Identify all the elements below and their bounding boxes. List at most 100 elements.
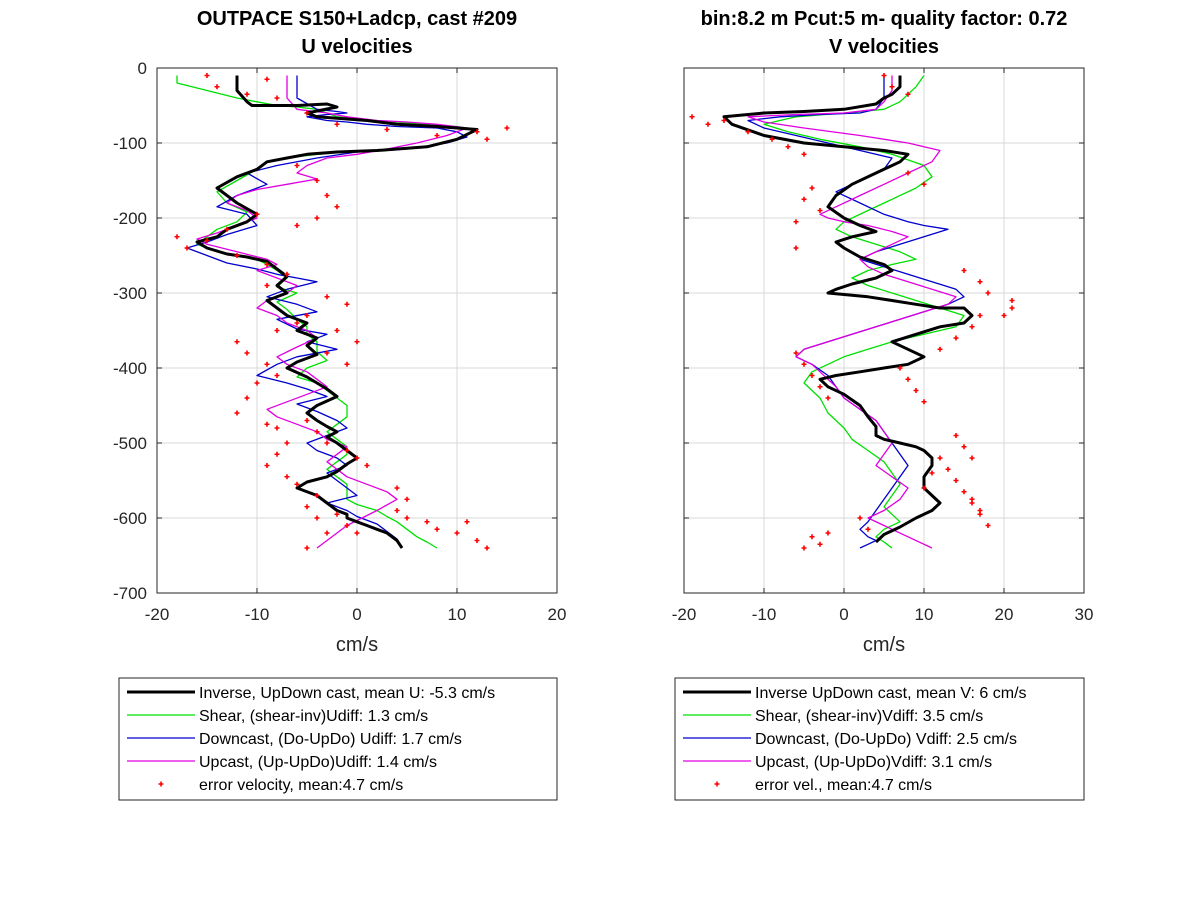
u-error-point — [354, 339, 360, 345]
v-error-point — [809, 534, 815, 540]
u-error-point — [274, 373, 280, 378]
u-legend-label: Inverse, UpDown cast, mean U: -5.3 cm/s — [199, 685, 495, 702]
right-title-line2: V velocities — [829, 36, 939, 58]
v-error-point — [937, 346, 943, 352]
v-error-point — [801, 361, 807, 367]
v-legend-label: Upcast, (Up-UpDo)Vdiff: 3.1 cm/s — [755, 754, 992, 771]
v-error-point — [817, 384, 823, 390]
u-error-point — [384, 127, 390, 132]
v-error-point — [929, 470, 935, 476]
u-error-point — [354, 530, 360, 536]
v-shear-line — [763, 75, 965, 549]
v-error-point — [905, 376, 911, 382]
u-y-tick-label: -200 — [113, 209, 147, 228]
u-legend-entry-downcast: Downcast, (Do-UpDo) Udiff: 1.7 cm/s — [127, 731, 462, 748]
u-error-point — [324, 193, 330, 198]
u-error-point — [204, 238, 210, 243]
u-error-point — [314, 178, 320, 183]
u-error-point — [344, 361, 350, 367]
v-velocity-plot: -20 -10 0 10 20 30 cm/s — [672, 67, 1094, 656]
v-legend-entry-upcast: Upcast, (Up-UpDo)Vdiff: 3.1 cm/s — [683, 754, 992, 771]
u-error-point — [244, 350, 250, 356]
u-x-tick-label: 10 — [448, 605, 467, 624]
v-upcast-line — [747, 75, 957, 549]
u-error-point — [274, 95, 280, 101]
u-x-tick-label: 0 — [352, 605, 361, 624]
u-inverse-line — [195, 75, 479, 549]
u-error-point — [394, 508, 400, 513]
v-error-point — [705, 121, 711, 127]
v-legend-label: error vel., mean:4.7 cm/s — [755, 777, 932, 794]
right-title-line1: bin:8.2 m Pcut:5 m- quality factor: 0.72 — [701, 8, 1068, 30]
u-error-point — [304, 418, 310, 423]
u-error-point — [284, 440, 290, 446]
v-error-point — [785, 144, 791, 150]
u-error-point — [234, 339, 240, 345]
v-error-point — [825, 395, 831, 401]
v-error-point — [857, 515, 863, 521]
v-plot-area — [689, 73, 1015, 551]
u-error-point — [304, 110, 310, 116]
v-error-point — [793, 350, 799, 356]
u-error-point — [484, 545, 490, 551]
v-ticks: -20 -10 0 10 20 30 — [672, 67, 1094, 624]
u-y-tick-label: -400 — [113, 359, 147, 378]
v-error-point — [905, 170, 911, 176]
v-error-point — [977, 313, 983, 318]
v-error-point — [801, 151, 807, 157]
v-error-point — [977, 511, 983, 517]
u-y-tick-label: -700 — [113, 584, 147, 603]
v-error-point — [937, 455, 943, 461]
v-error-point — [961, 268, 967, 273]
u-error-point — [294, 481, 300, 487]
v-error-point — [921, 485, 927, 491]
u-error-point — [424, 519, 430, 525]
v-error-point — [905, 91, 911, 97]
v-error-point — [953, 433, 959, 438]
v-x-axis-label: cm/s — [863, 634, 905, 656]
u-error-point — [434, 133, 440, 138]
u-error-point — [334, 121, 340, 127]
u-error-point — [334, 511, 340, 517]
u-error-point — [264, 283, 270, 288]
v-error-point — [745, 129, 751, 135]
v-downcast-line — [747, 75, 965, 549]
u-error-point — [264, 361, 270, 367]
v-x-tick-label: 30 — [1075, 605, 1094, 624]
u-error-point — [184, 245, 190, 251]
u-error-point — [324, 294, 330, 300]
u-error-point — [294, 223, 300, 228]
v-error-point — [881, 73, 887, 78]
u-legend-label: error velocity, mean:4.7 cm/s — [199, 777, 403, 794]
v-error-point — [961, 444, 967, 450]
u-error-point — [264, 76, 270, 82]
v-x-tick-label: 0 — [839, 605, 848, 624]
left-title-line2: U velocities — [301, 36, 412, 58]
u-error-point — [334, 328, 340, 333]
u-error-point — [504, 125, 510, 131]
v-error-point — [809, 185, 815, 191]
v-error-point — [809, 373, 815, 378]
v-error-point — [969, 324, 975, 330]
v-legend-label: Shear, (shear-inv)Vdiff: 3.5 cm/s — [755, 708, 983, 725]
u-error-point — [474, 538, 480, 543]
v-legend-label: Downcast, (Do-UpDo) Vdiff: 2.5 cm/s — [755, 731, 1017, 748]
u-legend-entry-shear: Shear, (shear-inv)Udiff: 1.3 cm/s — [127, 708, 428, 725]
v-legend-entry-error: error vel., mean:4.7 cm/s — [714, 777, 932, 794]
v-error-point — [1001, 313, 1007, 318]
u-error-point — [224, 226, 230, 232]
v-error-point — [801, 545, 807, 551]
u-error-point — [304, 545, 310, 551]
u-legend-label: Downcast, (Do-UpDo) Udiff: 1.7 cm/s — [199, 731, 462, 748]
u-y-tick-label: -100 — [113, 134, 147, 153]
u-y-tick-label: 0 — [138, 59, 147, 78]
v-error-point — [817, 541, 823, 547]
v-legend-entry-shear: Shear, (shear-inv)Vdiff: 3.5 cm/s — [683, 708, 983, 725]
u-error-point — [314, 515, 320, 521]
u-error-point — [434, 526, 440, 532]
u-x-tick-label: -20 — [145, 605, 170, 624]
u-error-point — [344, 523, 350, 528]
u-error-point — [314, 215, 320, 221]
u-error-point — [284, 474, 290, 480]
